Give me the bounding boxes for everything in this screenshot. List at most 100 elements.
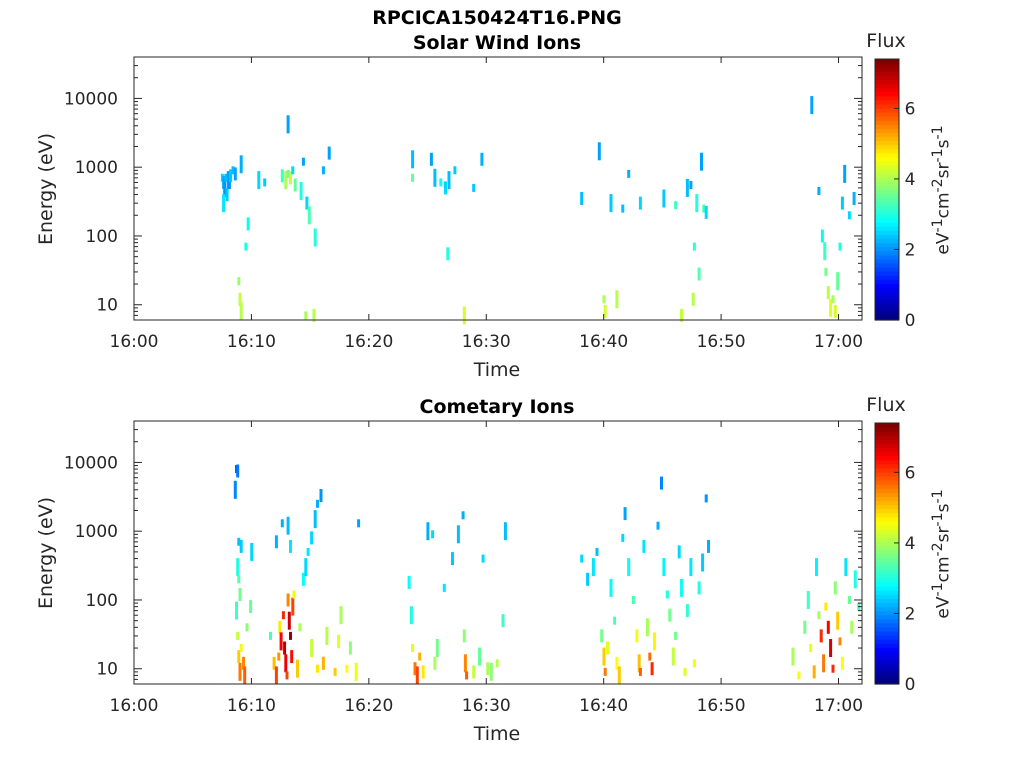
solar-wind-colorbar-label: Flux: [866, 30, 906, 52]
solar-wind-cell: [453, 166, 457, 175]
cometary-cell: [836, 611, 840, 630]
solar-wind-cell: [444, 181, 447, 195]
cometary-cell: [333, 667, 337, 676]
cometary-panel: Cometary Ions 16:00 16:10 16:20 16:30 16:40 1…: [35, 394, 954, 745]
cometary-cell: [289, 539, 292, 553]
cometary-cell: [249, 600, 253, 614]
cometary-colorbar-segment: [875, 476, 899, 481]
cometary-colorbar-segment: [875, 484, 899, 489]
solar-wind-cell: [602, 295, 606, 304]
cometary-colorbar-segment: [875, 545, 899, 551]
cometary-colorbar-segment: [875, 643, 899, 648]
solar-wind-cell: [823, 242, 827, 261]
solar-wind-cell: [257, 171, 261, 190]
cometary-cell: [850, 620, 854, 634]
cometary-colorbar-segment: [875, 533, 899, 538]
cometary-cell: [236, 631, 240, 640]
cometary-cell: [602, 647, 606, 666]
cometary-colorbar-segment: [875, 439, 899, 444]
cometary-cell: [824, 602, 828, 611]
solar-wind-cell: [689, 181, 693, 189]
cometary-cell: [354, 662, 358, 681]
solar-wind-cell: [829, 298, 833, 317]
cometary-colorbar-segment: [875, 516, 899, 522]
cometary-colorbar-segment: [875, 647, 899, 652]
solar-wind-colorbar-segment: [875, 242, 899, 248]
cometary-cell: [407, 575, 411, 589]
solar-wind-cell: [226, 171, 230, 190]
cometary-colorbar-segment: [875, 569, 899, 575]
cometary-colorbar-segment: [875, 524, 899, 530]
solar-wind-colorbar-segment: [875, 71, 899, 76]
cometary-cell: [238, 662, 242, 681]
solar-wind-colorbar-segment: [875, 209, 899, 215]
cometary-cell: [236, 558, 240, 577]
solar-wind-colorbar-segment: [875, 250, 899, 256]
solar-wind-panel: Solar Wind Ions 16:00 16:10 16:20 16:30 16:4…: [35, 30, 954, 381]
cometary-colorbar-segment: [875, 635, 899, 640]
cometary-cell: [286, 516, 290, 535]
cometary-cell: [689, 558, 693, 577]
cometary-cell: [638, 667, 642, 676]
cometary-colorbar-segment: [875, 606, 899, 612]
cometary-colorbar-tick-label: 2: [905, 604, 916, 624]
solar-wind-colorbar-segment: [875, 222, 899, 227]
cometary-cell: [707, 539, 710, 553]
solar-wind-colorbar-segment: [875, 148, 899, 154]
solar-wind-colorbar-segment: [875, 83, 899, 89]
cometary-plot-area: [134, 421, 862, 684]
cometary-cell: [284, 654, 288, 673]
cometary-title: Cometary Ions: [420, 396, 575, 418]
solar-wind-colorbar-segment: [875, 295, 899, 301]
cometary-colorbar-segment: [875, 586, 899, 591]
cometary-cell: [418, 652, 422, 661]
cometary-cell: [310, 639, 314, 657]
cometary-cell: [357, 519, 361, 528]
cometary-cell: [236, 464, 240, 478]
solar-wind-cell: [227, 181, 231, 189]
cometary-cell: [250, 542, 254, 561]
solar-wind-colorbar-segment: [875, 303, 899, 309]
cometary-cell: [286, 593, 290, 607]
solar-wind-axes-box: [133, 56, 863, 321]
cometary-colorbar-tick-label: 6: [905, 463, 916, 483]
solar-wind-x-tick-label: 16:00: [110, 332, 159, 352]
solar-wind-colorbar-segment: [875, 234, 899, 240]
cometary-colorbar-segment: [875, 622, 899, 628]
cometary-cell: [692, 659, 696, 668]
solar-wind-cell: [674, 201, 678, 210]
cometary-cell: [809, 644, 813, 652]
cometary-cell: [433, 656, 437, 670]
solar-wind-cell: [312, 308, 316, 322]
solar-wind-cell: [462, 306, 466, 325]
solar-wind-x-tick-label: 16:40: [579, 332, 628, 352]
cometary-colorbar-segment: [875, 565, 899, 571]
solar-wind-cell: [621, 204, 625, 213]
solar-wind-colorbar-segment: [875, 311, 899, 317]
cometary-colorbar-segment: [875, 431, 899, 436]
cometary-cell: [656, 521, 660, 530]
cometary-cell: [495, 659, 499, 668]
cometary-x-tick-label: 16:30: [462, 696, 511, 716]
cometary-cell: [411, 644, 415, 652]
solar-wind-cell: [237, 277, 241, 286]
cometary-colorbar-segment: [875, 598, 899, 604]
cometary-cell: [600, 629, 604, 643]
solar-wind-cell: [307, 206, 311, 225]
cometary-cell: [239, 539, 243, 553]
solar-wind-colorbar-tick-label: 6: [905, 99, 916, 119]
solar-wind-colorbar-segment: [875, 87, 899, 93]
cometary-cell: [310, 531, 314, 545]
cometary-cell: [591, 558, 595, 577]
cometary-cell: [627, 558, 631, 577]
cometary-cell: [680, 578, 683, 597]
solar-wind-cell: [301, 157, 305, 166]
cometary-cell: [697, 581, 701, 595]
cometary-cell: [791, 647, 795, 666]
solar-wind-cell: [817, 187, 821, 195]
solar-wind-cell: [820, 229, 824, 243]
solar-wind-cell: [446, 247, 450, 261]
cometary-colorbar-segment: [875, 451, 899, 457]
cometary-colorbar-segment: [875, 655, 899, 661]
solar-wind-cell: [836, 272, 840, 291]
